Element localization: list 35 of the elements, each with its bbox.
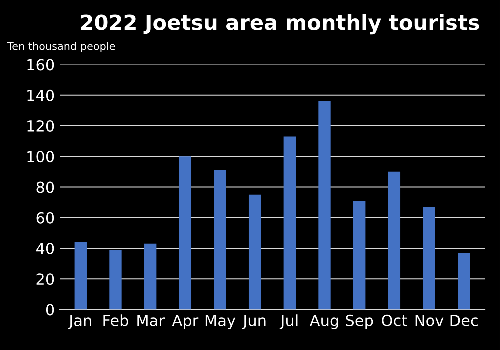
bar	[284, 136, 296, 310]
bar	[179, 156, 192, 310]
x-tick-label: Sep	[346, 314, 374, 330]
y-tick-label: 100	[28, 151, 54, 163]
bar	[318, 102, 331, 310]
bar	[144, 244, 157, 310]
x-tick-label: Feb	[104, 314, 128, 326]
bar	[214, 170, 226, 310]
x-tick-label: Apr	[172, 315, 199, 330]
y-tick-label: 60	[36, 212, 54, 224]
y-axis-title: Ten thousand people	[7, 42, 116, 52]
bar	[458, 253, 470, 310]
bar	[353, 201, 366, 310]
bar	[110, 250, 122, 310]
x-tick-label: Dec	[450, 315, 478, 326]
x-tick-label: Jun	[242, 315, 266, 330]
bar	[74, 242, 87, 310]
x-tick-label: Jul	[280, 314, 298, 330]
x-tick-label: May	[206, 315, 236, 330]
y-tick-label: 160	[28, 59, 54, 71]
chart-title: 2022 Joetsu area monthly tourists	[81, 14, 480, 35]
x-tick-label: Jan	[68, 315, 92, 330]
x-tick-label: Mar	[138, 315, 165, 326]
x-tick-label: Aug	[310, 315, 338, 330]
y-tick-label: 0	[46, 304, 54, 316]
y-tick-label: 40	[36, 242, 54, 255]
y-tick-label: 80	[36, 182, 54, 194]
bar	[388, 172, 401, 310]
bar	[248, 194, 262, 310]
y-tick-label: 140	[28, 90, 54, 102]
x-tick-label: Oct	[382, 314, 408, 326]
y-tick-label: 120	[28, 120, 54, 132]
x-tick-label: Nov	[416, 315, 444, 326]
y-tick-label: 20	[36, 274, 54, 286]
bar	[423, 207, 436, 310]
